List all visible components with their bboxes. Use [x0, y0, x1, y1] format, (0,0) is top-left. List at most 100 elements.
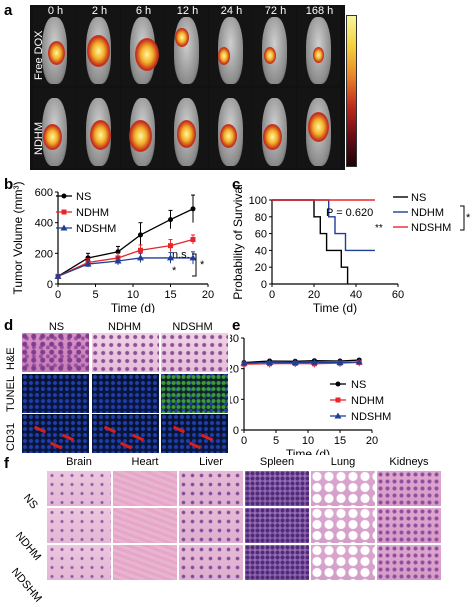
mouse-image [297, 8, 340, 86]
legend-label: NS [411, 192, 426, 204]
x-tick-label: 5 [273, 435, 279, 447]
micrograph [161, 333, 228, 372]
legend-ndshm-label: NDSHM [76, 223, 116, 235]
organ-micrograph [245, 545, 309, 580]
mouse-body [174, 17, 199, 85]
fluorescence-signal [134, 37, 159, 72]
y-tick-label: 400 [35, 218, 53, 230]
organ-micrograph [311, 545, 375, 580]
data-point [335, 381, 341, 387]
cd31-vessel [61, 433, 75, 442]
f-row-ndhm: NDHM [12, 530, 44, 563]
f-column-label: Liver [199, 456, 223, 468]
x-tick-label: 0 [241, 435, 247, 447]
survival-chart: 0 20 40 60 0 20 40 60 80 100 Time (d) Probability o… [231, 184, 471, 315]
cd31-vessel [188, 441, 202, 450]
fluorescence-signal [312, 47, 325, 63]
mouse-image [77, 8, 120, 86]
bracket [460, 205, 465, 231]
mouse-image [121, 8, 164, 86]
panel-letter-f: f [4, 455, 9, 472]
series-line [57, 208, 194, 277]
timepoint-label: 72 h [264, 5, 287, 17]
timepoint-label: 0 h [47, 5, 64, 17]
y-tick-label: 600 [35, 187, 53, 199]
fluorescence-signal [90, 120, 112, 150]
y-tick-label: 40 [255, 245, 267, 257]
micrograph [22, 374, 89, 413]
colorbar [346, 15, 357, 167]
x-axis-label: Time (d) [313, 301, 357, 315]
f-column-label: Kidneys [389, 456, 429, 468]
organ-micrograph [377, 471, 441, 506]
data-point [137, 254, 144, 261]
y-tick-label: 0 [233, 425, 239, 437]
data-point [168, 217, 173, 223]
timepoint-label: 24 h [220, 5, 243, 17]
organ-micrograph [245, 508, 309, 543]
d-col-ndshm: NDSHM [172, 321, 213, 333]
data-point [138, 247, 143, 253]
series-line [57, 257, 193, 277]
f-row-ndshm: NDSHM [8, 566, 44, 605]
y-tick-label: 30 [230, 333, 239, 345]
mouse-image [165, 88, 208, 168]
x-tick-label: 5 [92, 289, 98, 301]
x-tick-label: 0 [55, 289, 61, 301]
d-row-cd31: CD31 [5, 422, 17, 451]
data-point [167, 254, 174, 261]
data-point [334, 412, 342, 419]
d-row-he: H&E [5, 347, 17, 370]
data-point [336, 359, 344, 366]
fluorescence-signal [263, 124, 282, 150]
f-column-label: Lung [330, 456, 356, 468]
x-tick-label: 20 [308, 289, 320, 301]
row-label-ndhm: NDHM [33, 122, 45, 155]
panel-letter-c: c [232, 176, 241, 193]
organ-micrograph [311, 471, 375, 506]
data-point [240, 359, 248, 366]
f-column-label: Spleen [259, 456, 295, 468]
fluorescence-signal [87, 35, 110, 67]
organ-micrograph [377, 508, 441, 543]
x-axis-label: Time (d) [111, 301, 155, 313]
legend-label: NDHM [411, 207, 444, 219]
f-row-ns: NS [20, 492, 40, 512]
cd31-vessel [33, 425, 47, 434]
timepoint-label: 12 h [176, 5, 199, 17]
y-tick-label: 100 [249, 195, 267, 207]
legend-label: NDSHM [351, 411, 391, 423]
body-weight-chart: 051015200102030Time (d)Body Weight (g)NS… [230, 333, 391, 455]
organ-micrograph [245, 471, 309, 506]
data-point [168, 243, 173, 249]
annotation: ** [375, 223, 383, 234]
y-tick-label: 10 [230, 394, 239, 406]
panel-letter-d: d [4, 317, 14, 334]
mouse-image [209, 88, 252, 168]
organ-micrograph [311, 508, 375, 543]
data-point [190, 237, 196, 243]
micrograph [161, 374, 228, 413]
data-point [189, 254, 197, 261]
annotation: * [172, 265, 177, 277]
organ-micrograph [47, 508, 111, 543]
organ-micrograph [179, 545, 243, 580]
fluorescence-signal [219, 124, 237, 148]
data-point [114, 257, 122, 264]
legend-ns-label: NS [76, 191, 91, 203]
mouse-image [165, 8, 208, 86]
panel-letter-a: a [4, 2, 13, 19]
micrograph [92, 333, 159, 372]
data-point [310, 358, 318, 365]
mouse-image [297, 88, 340, 168]
d-row-tunel: TUNEL [5, 375, 17, 412]
x-tick-label: 60 [392, 289, 404, 301]
x-axis-label: Time (d) [286, 447, 330, 455]
legend-label: NDSHM [411, 222, 451, 234]
d-col-ndhm: NDHM [108, 321, 141, 333]
survival-curve [272, 199, 349, 284]
y-tick-label: 20 [230, 364, 239, 376]
x-tick-label: 15 [164, 289, 176, 301]
annotation: * [466, 212, 471, 224]
annotation: * [200, 259, 205, 271]
